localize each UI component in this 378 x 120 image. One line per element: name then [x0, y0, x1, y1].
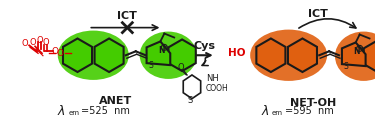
Text: O: O: [30, 38, 36, 47]
Text: +: +: [357, 45, 363, 51]
Text: +: +: [161, 44, 167, 50]
Text: N: N: [353, 47, 360, 56]
Text: em: em: [69, 110, 80, 116]
Text: O: O: [37, 36, 43, 45]
Polygon shape: [94, 39, 124, 72]
Text: COOH: COOH: [206, 84, 229, 93]
Text: O: O: [56, 49, 63, 58]
Text: S: S: [148, 61, 153, 70]
Ellipse shape: [335, 32, 378, 81]
Polygon shape: [364, 40, 378, 72]
Text: NET-OH: NET-OH: [290, 98, 336, 108]
Text: ANET: ANET: [99, 96, 133, 106]
Ellipse shape: [250, 30, 327, 81]
Text: em: em: [272, 110, 283, 116]
Polygon shape: [342, 42, 366, 66]
Ellipse shape: [139, 32, 197, 79]
Text: ICT: ICT: [308, 9, 328, 19]
Text: Cys: Cys: [194, 41, 216, 51]
Polygon shape: [63, 39, 92, 72]
Polygon shape: [288, 39, 317, 72]
Ellipse shape: [58, 31, 129, 80]
Text: =525  nm: =525 nm: [82, 106, 130, 117]
Text: S: S: [187, 96, 193, 105]
Polygon shape: [256, 39, 285, 72]
Text: $\lambda$: $\lambda$: [261, 105, 269, 118]
Text: O: O: [178, 63, 184, 72]
Text: HO: HO: [228, 48, 245, 58]
Polygon shape: [147, 41, 170, 65]
Text: O: O: [43, 38, 49, 47]
Text: N: N: [158, 46, 165, 55]
Text: =595  nm: =595 nm: [285, 106, 333, 117]
Text: S: S: [344, 62, 348, 71]
Text: $\lambda$: $\lambda$: [57, 105, 66, 118]
Polygon shape: [169, 39, 196, 71]
Text: NH: NH: [206, 74, 218, 83]
Text: ICT: ICT: [118, 11, 137, 21]
Text: O: O: [52, 47, 59, 56]
Text: O: O: [22, 39, 29, 48]
